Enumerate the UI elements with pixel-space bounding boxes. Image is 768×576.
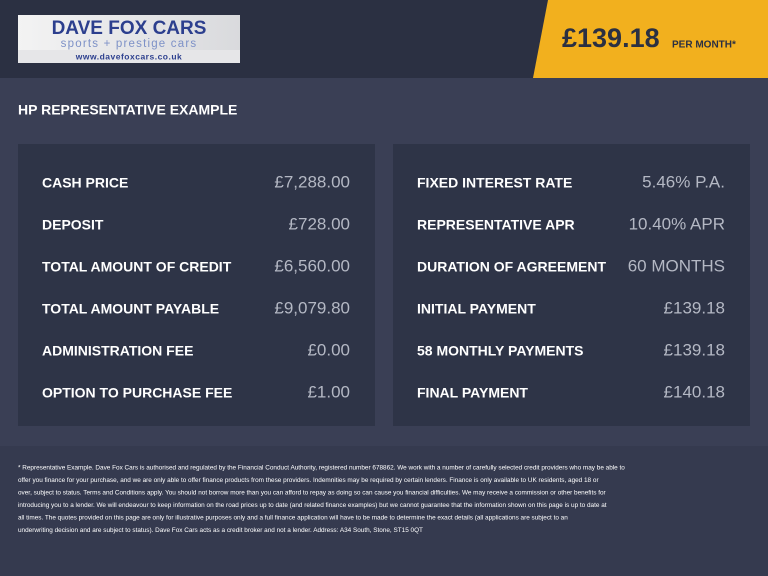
- row-label: ADMINISTRATION FEE: [42, 343, 193, 359]
- disclaimer: * Representative Example. Dave Fox Cars …: [18, 465, 625, 535]
- row-value: £9,079.80: [274, 298, 350, 317]
- logo-title: DAVE FOX CARS: [52, 18, 207, 39]
- right-panel: [393, 144, 750, 426]
- row-value: £1.00: [307, 382, 350, 401]
- logo-url: www.davefoxcars.co.uk: [75, 51, 183, 61]
- disclaimer-line: all times. The quotes provided on this p…: [18, 515, 568, 522]
- row-value: £728.00: [289, 214, 350, 233]
- row-value: 60 MONTHS: [628, 256, 725, 275]
- row-label: REPRESENTATIVE APR: [417, 217, 575, 233]
- row-label: OPTION TO PURCHASE FEE: [42, 385, 232, 401]
- left-panel: [18, 144, 375, 426]
- logo-tagline: sports + prestige cars: [61, 38, 198, 50]
- row-label: TOTAL AMOUNT OF CREDIT: [42, 259, 232, 275]
- row-value: £0.00: [307, 340, 350, 359]
- row-value: £6,560.00: [274, 256, 350, 275]
- row-label: FINAL PAYMENT: [417, 385, 528, 401]
- rows: CASH PRICE £7,288.00 DEPOSIT £728.00 TOTAL A…: [42, 172, 725, 401]
- row-label: 58 MONTHLY PAYMENTS: [417, 343, 584, 359]
- row-value: £7,288.00: [274, 172, 350, 191]
- disclaimer-line: over, subject to status. Terms and Condi…: [18, 490, 607, 497]
- disclaimer-line: introducing you to a lender. We will end…: [18, 502, 607, 509]
- row-label: TOTAL AMOUNT PAYABLE: [42, 301, 219, 317]
- row-value: 5.46% P.A.: [642, 172, 725, 191]
- section-title: HP REPRESENTATIVE EXAMPLE: [18, 102, 237, 118]
- disclaimer-line: underwriting decision and are subject to…: [18, 527, 423, 534]
- footer-band: [0, 446, 768, 576]
- price-box: [533, 0, 768, 78]
- row-label: DURATION OF AGREEMENT: [417, 259, 606, 275]
- row-value: £140.18: [664, 382, 725, 401]
- row-label: INITIAL PAYMENT: [417, 301, 536, 317]
- row-label: FIXED INTEREST RATE: [417, 175, 572, 191]
- disclaimer-line: offer you finance for your purchase, and…: [18, 477, 599, 484]
- row-label: DEPOSIT: [42, 217, 104, 233]
- price-amount: £139.18: [562, 23, 660, 53]
- row-label: CASH PRICE: [42, 175, 128, 191]
- price-period: PER MONTH*: [672, 40, 736, 51]
- disclaimer-line: * Representative Example. Dave Fox Cars …: [18, 465, 625, 472]
- row-value: £139.18: [664, 340, 725, 359]
- row-value: 10.40% APR: [629, 214, 725, 233]
- row-value: £139.18: [664, 298, 725, 317]
- logo-url-band: [18, 50, 240, 63]
